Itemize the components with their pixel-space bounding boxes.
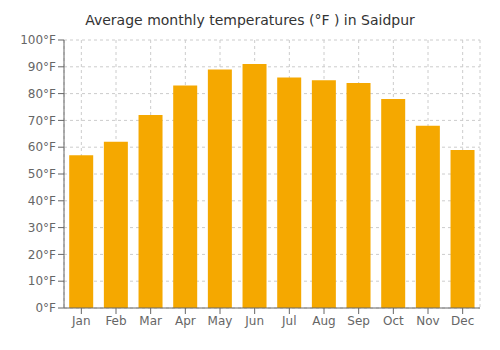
svg-text:60°F: 60°F [28, 140, 56, 154]
svg-text:Jun: Jun [244, 314, 264, 328]
svg-text:Mar: Mar [139, 314, 162, 328]
svg-text:Apr: Apr [175, 314, 196, 328]
svg-text:Nov: Nov [416, 314, 439, 328]
svg-text:Oct: Oct [383, 314, 404, 328]
svg-text:Sep: Sep [347, 314, 370, 328]
svg-text:20°F: 20°F [28, 248, 56, 262]
svg-text:40°F: 40°F [28, 194, 56, 208]
svg-text:Dec: Dec [451, 314, 474, 328]
svg-text:80°F: 80°F [28, 87, 56, 101]
svg-text:Aug: Aug [312, 314, 335, 328]
svg-text:0°F: 0°F [35, 301, 56, 315]
svg-text:70°F: 70°F [28, 114, 56, 128]
svg-text:50°F: 50°F [28, 167, 56, 181]
html-text:Average monthly temperatures (: Average monthly temperatures (°F ) in Sa… [85, 12, 415, 28]
svg-text:Jan: Jan [71, 314, 91, 328]
svg-text:30°F: 30°F [28, 221, 56, 235]
svg-text:May: May [208, 314, 233, 328]
svg-text:100°F: 100°F [20, 33, 56, 47]
svg-text:Feb: Feb [105, 314, 126, 328]
svg-text:Jul: Jul [281, 314, 296, 328]
svg-text:10°F: 10°F [28, 274, 56, 288]
svg-text:90°F: 90°F [28, 60, 56, 74]
